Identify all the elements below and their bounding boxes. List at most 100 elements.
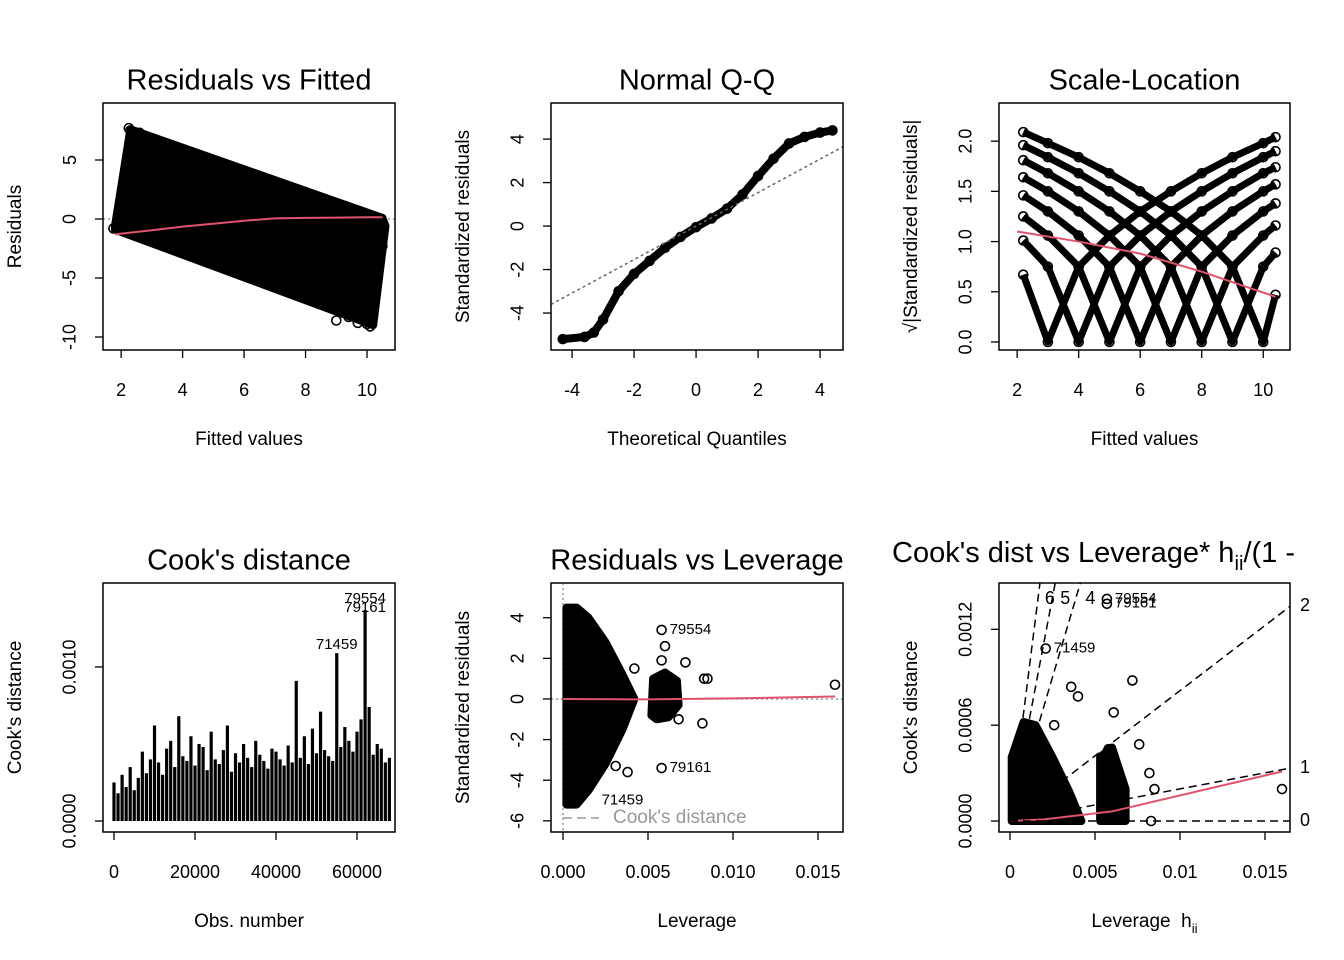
legend-label: Cook's distance [613,807,747,828]
y-tick-label: 2.0 [956,129,976,154]
x-tick-label: 10 [1253,380,1273,400]
x-tick-label: 20000 [170,862,220,882]
point [146,133,158,145]
point [1073,261,1084,272]
point [1127,675,1138,686]
y-tick-label: -4 [508,305,528,321]
point [675,231,686,243]
y-tick-label: 4 [508,134,528,144]
point [1196,336,1208,348]
point [1018,139,1029,151]
point [1018,269,1029,280]
point [628,268,640,280]
plot-area [103,122,395,332]
x-tick-label: 0.010 [710,862,755,882]
xlabel-part: Leverage h [1091,911,1191,932]
point [1042,206,1054,217]
point [659,242,671,254]
point [1270,198,1281,209]
point [343,311,354,323]
point [1018,154,1029,166]
point [721,203,733,214]
x-tick-label: 2 [753,380,763,400]
point [1270,161,1281,173]
point [690,221,702,233]
point [752,170,764,182]
point [367,296,379,307]
point [1018,211,1029,222]
point [1042,336,1054,348]
point [1134,186,1146,197]
smooth-line [562,695,836,701]
point [622,766,633,778]
contour-label: 2 [1300,595,1310,615]
point-label: 79161 [344,599,386,616]
point [1196,186,1208,197]
plot-area [112,609,391,822]
point-arm [1021,157,1278,346]
y-tick-label: 0.0006 [956,698,976,753]
point [1072,691,1084,702]
y-tick-label: 1.5 [956,179,976,204]
cook-contour [1009,767,1290,822]
point [783,138,795,149]
point [1042,137,1054,149]
point [1257,336,1269,348]
point [131,148,142,160]
ylabel: Cook's distance [901,641,922,775]
point [1104,167,1115,179]
point [137,166,148,178]
x-tick-label: -2 [626,380,642,400]
plot-area [551,125,843,345]
x-tick-label: 8 [1197,380,1207,400]
point [1073,336,1084,348]
point [377,240,388,252]
point [1257,230,1269,241]
point [1270,131,1281,143]
point [1101,598,1113,610]
point [557,333,569,345]
point [140,131,152,142]
y-tick-label: 0.0 [956,329,976,354]
point-label: 79161 [1115,595,1157,612]
point-label: 79554 [670,621,712,638]
point [1257,137,1269,149]
point [1257,261,1269,272]
cook-contour [1009,583,1082,822]
point [644,255,655,267]
x-tick-label: 0 [1005,862,1015,882]
xlabel: Leverage hii [1091,911,1197,936]
point [1108,707,1120,718]
point [613,285,624,297]
x-tick-label: 0 [691,380,701,400]
point-label: 71459 [602,791,644,808]
point-label: 71459 [316,636,358,653]
point [378,220,390,232]
point [1042,186,1054,197]
point [656,762,667,774]
point [1270,220,1281,231]
xlabel: Theoretical Quantiles [607,429,787,450]
point [1270,145,1281,157]
xlabel: Leverage [657,911,736,932]
point [814,127,826,138]
title-part: ii [1234,553,1243,575]
point [588,327,600,338]
point [1040,643,1052,654]
y-tick-label: 1.0 [956,229,976,254]
title-part: /(1 - [1243,537,1295,569]
point [108,223,119,234]
point [680,657,691,668]
x-tick-label: 0.005 [625,862,670,882]
x-tick-label: 60000 [332,862,382,882]
contour-label: 0 [1300,810,1310,830]
x-tick-label: -4 [564,380,580,400]
point [1227,167,1238,179]
point [702,673,713,684]
plot-frame [998,582,1291,833]
point-label: 71459 [1054,639,1096,656]
plot-area [1007,583,1290,827]
point [706,213,717,224]
point [1073,206,1084,217]
